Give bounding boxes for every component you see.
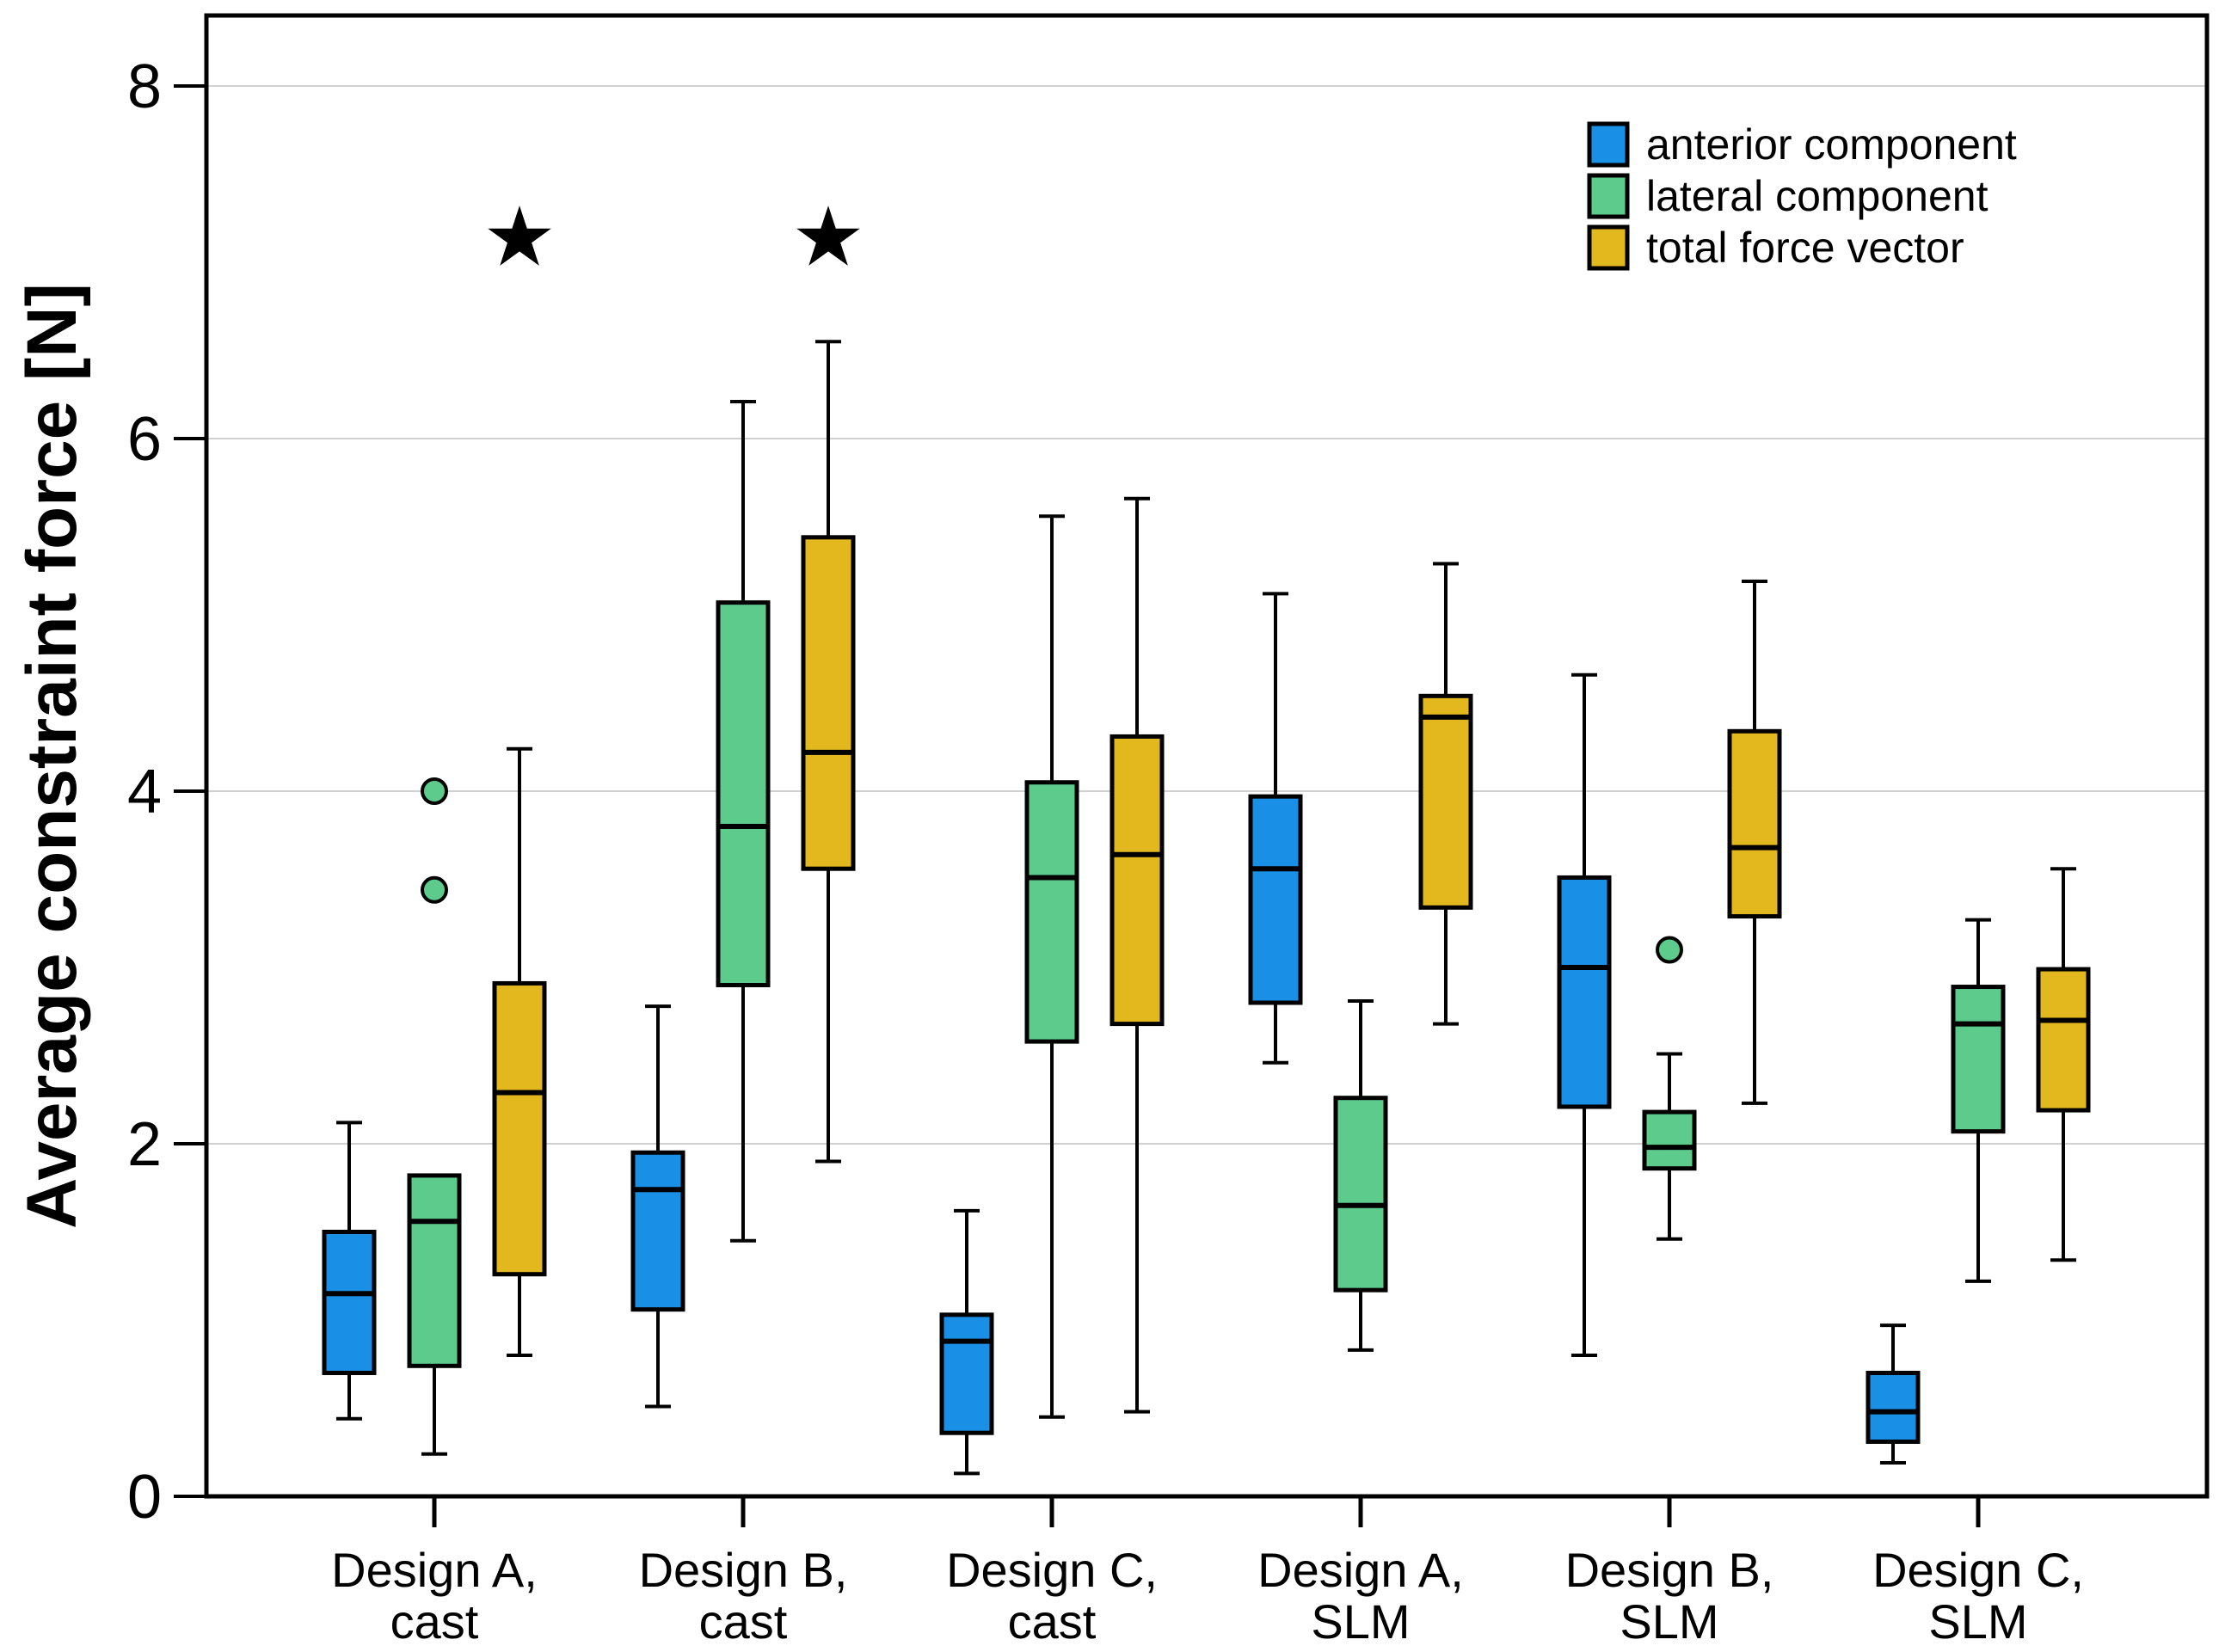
gridlines	[206, 85, 2207, 1145]
box-lateral-component-4	[1642, 936, 1697, 1241]
box-iqr	[1418, 693, 1473, 910]
box-total-force-vector-0	[492, 746, 547, 1357]
legend-label: anterior component	[1646, 120, 2017, 169]
plot-frame	[204, 13, 2210, 1499]
significance-star: ★	[791, 188, 865, 285]
box-anterior-component-5	[1866, 1323, 1921, 1465]
box-total-force-vector-2	[1110, 496, 1165, 1414]
box-iqr	[1642, 1109, 1697, 1171]
box-iqr	[1024, 780, 1079, 1044]
x-category-label: cast	[1008, 1594, 1097, 1649]
legend-label: total force vector	[1646, 224, 1964, 272]
box-iqr	[1333, 1096, 1388, 1293]
box-lateral-component-1	[716, 399, 771, 1243]
x-category-label: Design B,	[1565, 1543, 1774, 1597]
box-lateral-component-2	[1024, 514, 1079, 1419]
x-category-label: Design C,	[1872, 1543, 2084, 1597]
box-total-force-vector-1	[801, 340, 856, 1164]
y-tick-label: 0	[127, 1463, 162, 1532]
outlier-point	[421, 777, 448, 805]
box-iqr	[1866, 1371, 1921, 1444]
box-iqr	[1248, 794, 1303, 1005]
x-category-label: Design A,	[1257, 1543, 1464, 1597]
box-iqr	[407, 1173, 462, 1368]
y-axis-title: Average constraint force [N]	[13, 283, 91, 1229]
box-iqr	[630, 1150, 685, 1312]
box-total-force-vector-3	[1418, 562, 1473, 1026]
box-iqr	[1557, 875, 1612, 1109]
outlier-point	[1656, 936, 1683, 964]
significance-markers: ★ ★	[483, 188, 865, 285]
box-iqr	[1110, 734, 1165, 1027]
box-anterior-component-4	[1557, 672, 1612, 1357]
box-lateral-component-0	[407, 777, 462, 1456]
box-iqr	[939, 1312, 994, 1435]
x-category-label: cast	[390, 1594, 479, 1649]
box-iqr	[2036, 967, 2091, 1113]
x-category-label: SLM	[1620, 1594, 1718, 1649]
legend-label: lateral component	[1646, 172, 1988, 220]
x-category-label: Design A,	[331, 1543, 538, 1597]
legend-swatch	[1587, 121, 1630, 168]
y-tick-label: 8	[127, 52, 162, 121]
outlier-point	[421, 875, 448, 904]
box-lateral-component-5	[1951, 918, 2006, 1283]
y-tick-label: 6	[127, 405, 162, 474]
legend-swatch	[1587, 224, 1630, 271]
x-category-label: cast	[699, 1594, 788, 1649]
box-anterior-component-2	[939, 1208, 994, 1476]
axis-labels: Average constraint force [N]	[13, 283, 91, 1229]
x-category-label: Design C,	[946, 1543, 1158, 1597]
x-category-label: SLM	[1311, 1594, 1410, 1649]
box-iqr	[801, 535, 856, 871]
box-iqr	[716, 600, 771, 988]
box-total-force-vector-4	[1727, 580, 1782, 1105]
box-anterior-component-0	[322, 1121, 377, 1421]
box-iqr	[1951, 985, 2006, 1134]
box-iqr	[1727, 728, 1782, 919]
box-lateral-component-3	[1333, 998, 1388, 1352]
box-anterior-component-3	[1248, 592, 1303, 1065]
significance-star: ★	[483, 188, 556, 285]
x-category-label: Design B,	[639, 1543, 848, 1597]
legend-swatch	[1587, 173, 1630, 219]
box-total-force-vector-5	[2036, 867, 2091, 1262]
y-tick-label: 4	[127, 758, 162, 826]
box-anterior-component-1	[630, 1004, 685, 1409]
box-iqr	[492, 980, 547, 1277]
x-category-label: SLM	[1928, 1594, 2027, 1649]
box-series	[322, 340, 2091, 1476]
box-iqr	[322, 1230, 377, 1375]
y-tick-label: 2	[127, 1110, 162, 1179]
